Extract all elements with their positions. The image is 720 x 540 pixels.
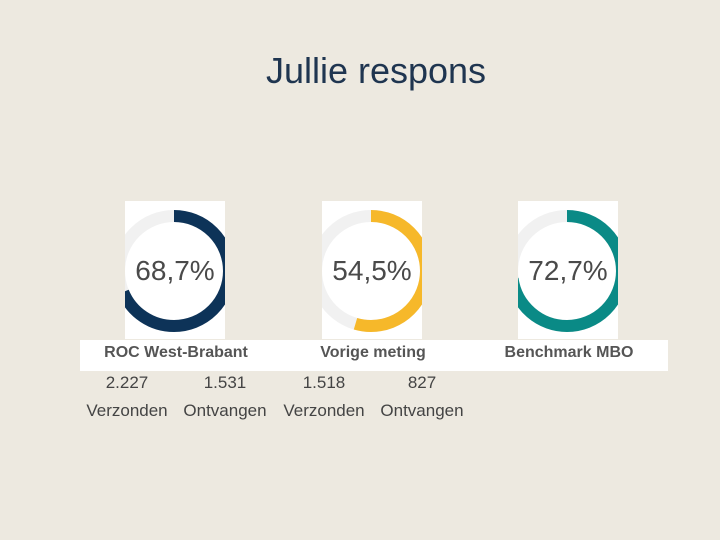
percent-roc: 68,7% bbox=[135, 255, 215, 286]
label-benchmark: Benchmark MBO bbox=[504, 344, 634, 361]
stat-label: Verzonden bbox=[86, 401, 168, 420]
label-vorige: Vorige meting bbox=[320, 344, 426, 361]
stat-value: 2.227 bbox=[105, 373, 149, 392]
donut-chart-benchmark bbox=[518, 210, 618, 332]
percent-vorige: 54,5% bbox=[332, 255, 412, 286]
percent-benchmark: 72,7% bbox=[528, 255, 608, 286]
stat-value: 827 bbox=[407, 373, 437, 392]
stat-value: 1.531 bbox=[203, 373, 247, 392]
label-strip bbox=[80, 340, 668, 371]
label-roc: ROC West-Brabant bbox=[104, 344, 248, 361]
donut-card-vorige bbox=[322, 201, 422, 339]
stat-value: 1.518 bbox=[302, 373, 346, 392]
donut-arc bbox=[125, 210, 225, 332]
stat-label: Ontvangen bbox=[380, 401, 464, 420]
page-title: Jullie respons bbox=[265, 50, 487, 91]
stat-label: Ontvangen bbox=[183, 401, 267, 420]
donut-chart-vorige bbox=[322, 210, 422, 332]
donut-card-roc bbox=[125, 201, 225, 339]
donut-card-benchmark bbox=[518, 201, 618, 339]
donut-arc bbox=[322, 210, 422, 332]
donut-chart-roc bbox=[125, 210, 225, 332]
donut-arc bbox=[518, 210, 618, 332]
stat-label: Verzonden bbox=[283, 401, 365, 420]
